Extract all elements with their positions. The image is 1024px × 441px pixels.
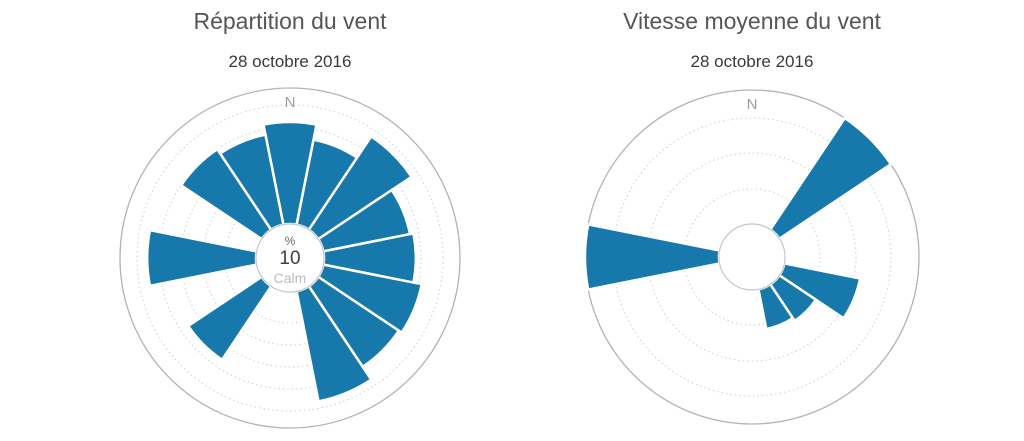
wind-distribution-chart: Répartition du vent 28 octobre 2016 N% 10… — [60, 0, 520, 441]
polar-gridline — [683, 188, 821, 326]
center-circle — [255, 223, 325, 293]
north-label: N — [285, 94, 296, 111]
polar-gridline — [136, 104, 444, 412]
wind-rose-speed: N — [583, 89, 920, 425]
chart-title: Répartition du vent — [193, 8, 387, 34]
chart-subtitle: 28 octobre 2016 — [228, 52, 352, 71]
north-label: N — [747, 96, 758, 113]
center-circle — [718, 223, 786, 291]
polar-gridline — [647, 152, 857, 362]
wind-speed-chart: Vitesse moyenne du vent 28 octobre 2016 … — [522, 0, 982, 441]
calm-unit-label: % — [285, 234, 296, 248]
calm-caption-label: Calm — [274, 270, 307, 286]
calm-value-label: 10 — [279, 248, 300, 269]
chart-subtitle: 28 octobre 2016 — [690, 52, 814, 71]
chart-title: Vitesse moyenne du vent — [623, 8, 881, 34]
